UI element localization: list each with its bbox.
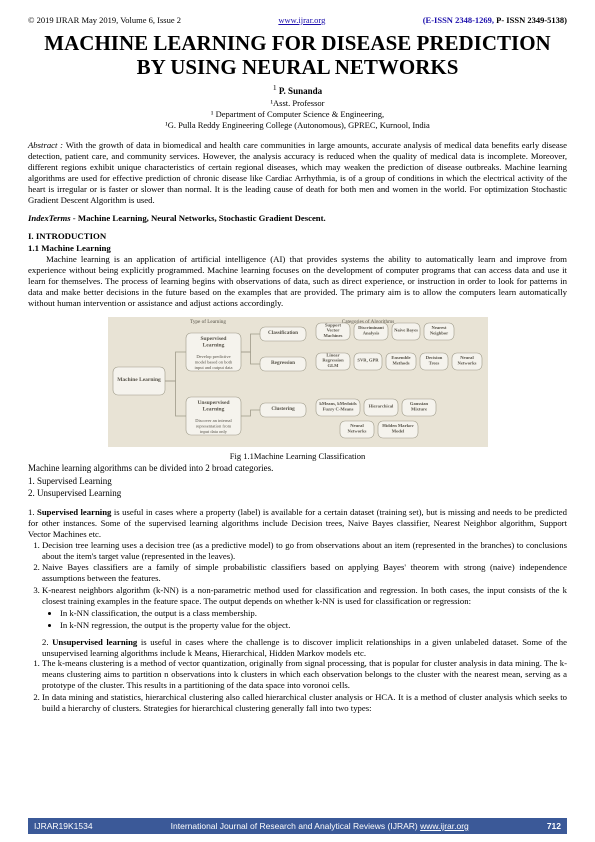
sup-item-1: Decision tree learning uses a decision t…	[42, 540, 567, 562]
ml-tree-diagram: Type of LearningCategories of Algorithms…	[108, 317, 488, 447]
svg-text:Learning: Learning	[202, 343, 224, 349]
paper-title: MACHINE LEARNING FOR DISEASE PREDICTION …	[28, 31, 567, 79]
figure-1: Type of LearningCategories of Algorithms…	[28, 317, 567, 461]
svg-text:Develop predictive: Develop predictive	[196, 354, 230, 359]
sup-num: 1.	[28, 507, 37, 517]
pissn: P- ISSN 2349-5138)	[496, 15, 567, 25]
svg-text:Discover an internal: Discover an internal	[195, 418, 232, 423]
footer-page: 712	[547, 821, 561, 831]
footer-link[interactable]: www.ijrar.org	[420, 821, 469, 831]
abstract-label: Abstract :	[28, 140, 66, 150]
idx-label: IndexTerms -	[28, 213, 78, 223]
svg-text:Machines: Machines	[323, 333, 342, 338]
authors: 1 P. Sunanda	[28, 83, 567, 96]
knn-b1: In k-NN classification, the output is a …	[60, 608, 567, 619]
header-issn: (E-ISSN 2348-1269, P- ISSN 2349-5138)	[423, 15, 567, 25]
supervised-def: 1. Supervised learning is useful in case…	[28, 507, 567, 540]
svg-text:model based on both: model based on both	[194, 360, 232, 365]
idx-kw: Machine Learning, Neural Networks, Stoch…	[78, 213, 326, 223]
svg-text:representation from: representation from	[195, 424, 231, 429]
header-link[interactable]: www.ijrar.org	[278, 15, 325, 25]
svg-text:Learning: Learning	[202, 407, 224, 413]
journal-header: © 2019 IJRAR May 2019, Volume 6, Issue 2…	[28, 15, 567, 25]
svg-text:Neural: Neural	[460, 355, 474, 360]
svg-text:Hierarchical: Hierarchical	[368, 404, 393, 409]
svg-text:Neural: Neural	[350, 423, 364, 428]
section-intro: I. INTRODUCTION 1.1 Machine Learning Mac…	[28, 231, 567, 309]
uns-lead: Unsupervised learning	[52, 637, 137, 647]
cat-1: 1. Supervised Learning	[28, 476, 567, 487]
svg-text:Unsupervised: Unsupervised	[197, 400, 229, 406]
footer-journal: International Journal of Research and An…	[171, 821, 469, 831]
svg-text:kMeans, kMedoids: kMeans, kMedoids	[319, 401, 356, 406]
affil-l2: ¹ Department of Computer Science & Engin…	[211, 109, 384, 119]
svg-text:Trees: Trees	[428, 361, 439, 366]
svg-text:Naive Bayes: Naive Bayes	[394, 328, 418, 333]
uns-item-1: The k-means clustering is a method of ve…	[42, 658, 567, 691]
ml-para: Machine learning is an application of ar…	[28, 254, 567, 309]
svg-text:Networks: Networks	[347, 429, 366, 434]
unsupervised-def: 2. Unsupervised learning is useful in ca…	[28, 637, 567, 659]
affil-l1: ¹Asst. Professor	[270, 98, 324, 108]
knn-b2: In k-NN regression, the output is the pr…	[60, 620, 567, 631]
svg-text:Discriminant: Discriminant	[358, 325, 384, 330]
svg-text:Support: Support	[324, 323, 341, 328]
svg-text:Decision: Decision	[425, 355, 442, 360]
svg-text:Methods: Methods	[392, 361, 409, 366]
svg-text:Neighbor: Neighbor	[429, 331, 447, 336]
sup-item-2: Naive Bayes classifiers are a family of …	[42, 562, 567, 584]
header-issue: © 2019 IJRAR May 2019, Volume 6, Issue 2	[28, 15, 181, 25]
svg-text:Networks: Networks	[457, 361, 476, 366]
uns-item-2: In data mining and statistics, hierarchi…	[42, 692, 567, 714]
index-terms: IndexTerms - Machine Learning, Neural Ne…	[28, 213, 567, 223]
sup-lead: Supervised learning	[37, 507, 111, 517]
affil-l3: ¹G. Pulla Reddy Engineering College (Aut…	[165, 120, 430, 130]
eissn: (E-ISSN 2348-1269,	[423, 15, 496, 25]
footer-code: IJRAR19K1534	[34, 821, 93, 831]
svg-text:Vector: Vector	[326, 328, 339, 333]
svg-text:Mixture: Mixture	[411, 407, 427, 412]
svg-text:Classification: Classification	[268, 330, 298, 336]
knn-bullets: In k-NN classification, the output is a …	[28, 608, 567, 631]
svg-text:Clustering: Clustering	[271, 406, 295, 412]
abstract-text: With the growth of data in biomedical an…	[28, 140, 567, 204]
footer-text: International Journal of Research and An…	[171, 821, 418, 831]
svg-text:Regression: Regression	[270, 360, 294, 366]
svg-text:Hidden Markov: Hidden Markov	[382, 423, 414, 428]
abstract: Abstract : With the growth of data in bi…	[28, 140, 567, 205]
page-footer: IJRAR19K1534 International Journal of Re…	[0, 818, 595, 834]
categories-intro: Machine learning algorithms can be divid…	[28, 463, 567, 474]
svg-text:Type of Learning: Type of Learning	[190, 318, 226, 325]
supervised-list: Decision tree learning uses a decision t…	[28, 540, 567, 607]
cat-2: 2. Unsupervised Learning	[28, 488, 567, 499]
svg-text:GLM: GLM	[327, 363, 339, 368]
sup-item-3: K-nearest neighbors algorithm (k-NN) is …	[42, 585, 567, 607]
affiliation: ¹Asst. Professor ¹ Department of Compute…	[28, 98, 567, 130]
unsupervised-list: The k-means clustering is a method of ve…	[28, 658, 567, 713]
figure-caption: Fig 1.1Machine Learning Classification	[28, 451, 567, 461]
svg-text:Analysis: Analysis	[362, 331, 379, 336]
svg-text:input data only: input data only	[200, 429, 228, 434]
svg-text:Supervised: Supervised	[200, 336, 226, 342]
svg-text:Ensemble: Ensemble	[391, 355, 410, 360]
svg-text:Fuzzy C-Means: Fuzzy C-Means	[322, 407, 353, 412]
svg-text:Machine Learning: Machine Learning	[117, 377, 161, 383]
intro-heading: I. INTRODUCTION	[28, 231, 567, 241]
svg-text:Model: Model	[391, 429, 404, 434]
svg-text:SVR, GPR: SVR, GPR	[357, 358, 379, 363]
svg-text:input and output data: input and output data	[194, 365, 232, 370]
svg-text:Nearest: Nearest	[431, 325, 446, 330]
ml-heading: 1.1 Machine Learning	[28, 243, 567, 253]
uns-num: 2.	[42, 637, 52, 647]
svg-text:Gaussian: Gaussian	[409, 401, 428, 406]
author-name: P. Sunanda	[277, 86, 322, 96]
svg-text:Linear: Linear	[326, 353, 339, 358]
svg-text:Regression: Regression	[322, 358, 344, 363]
